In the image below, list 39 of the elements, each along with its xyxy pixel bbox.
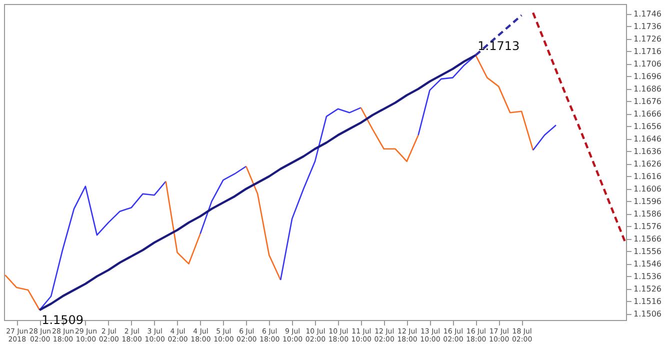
- line-series: [418, 54, 476, 136]
- annotation: 1.1509: [42, 313, 84, 328]
- y-tick-label: 1.1576: [634, 222, 662, 231]
- y-tick-label: 1.1696: [634, 72, 662, 81]
- y-tick-label: 1.1676: [634, 96, 662, 106]
- y-tick-label: 1.1646: [634, 134, 662, 144]
- y-tick-label: 1.1716: [634, 46, 662, 56]
- y-tick-label: 1.1536: [634, 272, 662, 281]
- line-series: [38, 54, 477, 312]
- y-tick-label: 1.1596: [634, 196, 662, 206]
- line-series: [245, 166, 282, 281]
- y-tick-label: 1.1516: [634, 296, 662, 306]
- y-tick-label: 1.1626: [634, 159, 662, 168]
- y-tick-label: 1.1566: [634, 234, 662, 244]
- line-series: [4, 274, 40, 311]
- y-tick-label: 1.1726: [634, 34, 662, 44]
- line-series: [280, 107, 362, 281]
- line-series: [475, 54, 534, 151]
- y-tick-label: 1.1586: [634, 209, 662, 218]
- y-tick-label: 1.1706: [634, 59, 662, 68]
- y-tick-label: 1.1656: [634, 122, 662, 131]
- y-tick-label: 1.1636: [634, 146, 662, 156]
- line-series: [474, 14, 523, 56]
- annotation: 1.1713: [478, 39, 520, 54]
- line-series: [38, 180, 166, 311]
- line-series: [200, 166, 247, 234]
- y-tick-label: 1.1556: [634, 246, 662, 256]
- y-tick-label: 1.1746: [634, 9, 662, 18]
- y-tick-label: 1.1666: [634, 109, 662, 118]
- y-tick-label: 1.1546: [634, 259, 662, 268]
- y-tick-label: 1.1606: [634, 184, 662, 194]
- line-series: [165, 180, 201, 264]
- y-tick-label: 1.1686: [634, 84, 662, 94]
- y-tick-label: 1.1616: [634, 172, 662, 181]
- line-series: [532, 12, 626, 242]
- y-tick-label: 1.1526: [634, 284, 662, 294]
- y-tick-label: 1.1736: [634, 22, 662, 31]
- y-tick-label: 1.1506: [634, 309, 662, 318]
- line-series: [360, 107, 419, 162]
